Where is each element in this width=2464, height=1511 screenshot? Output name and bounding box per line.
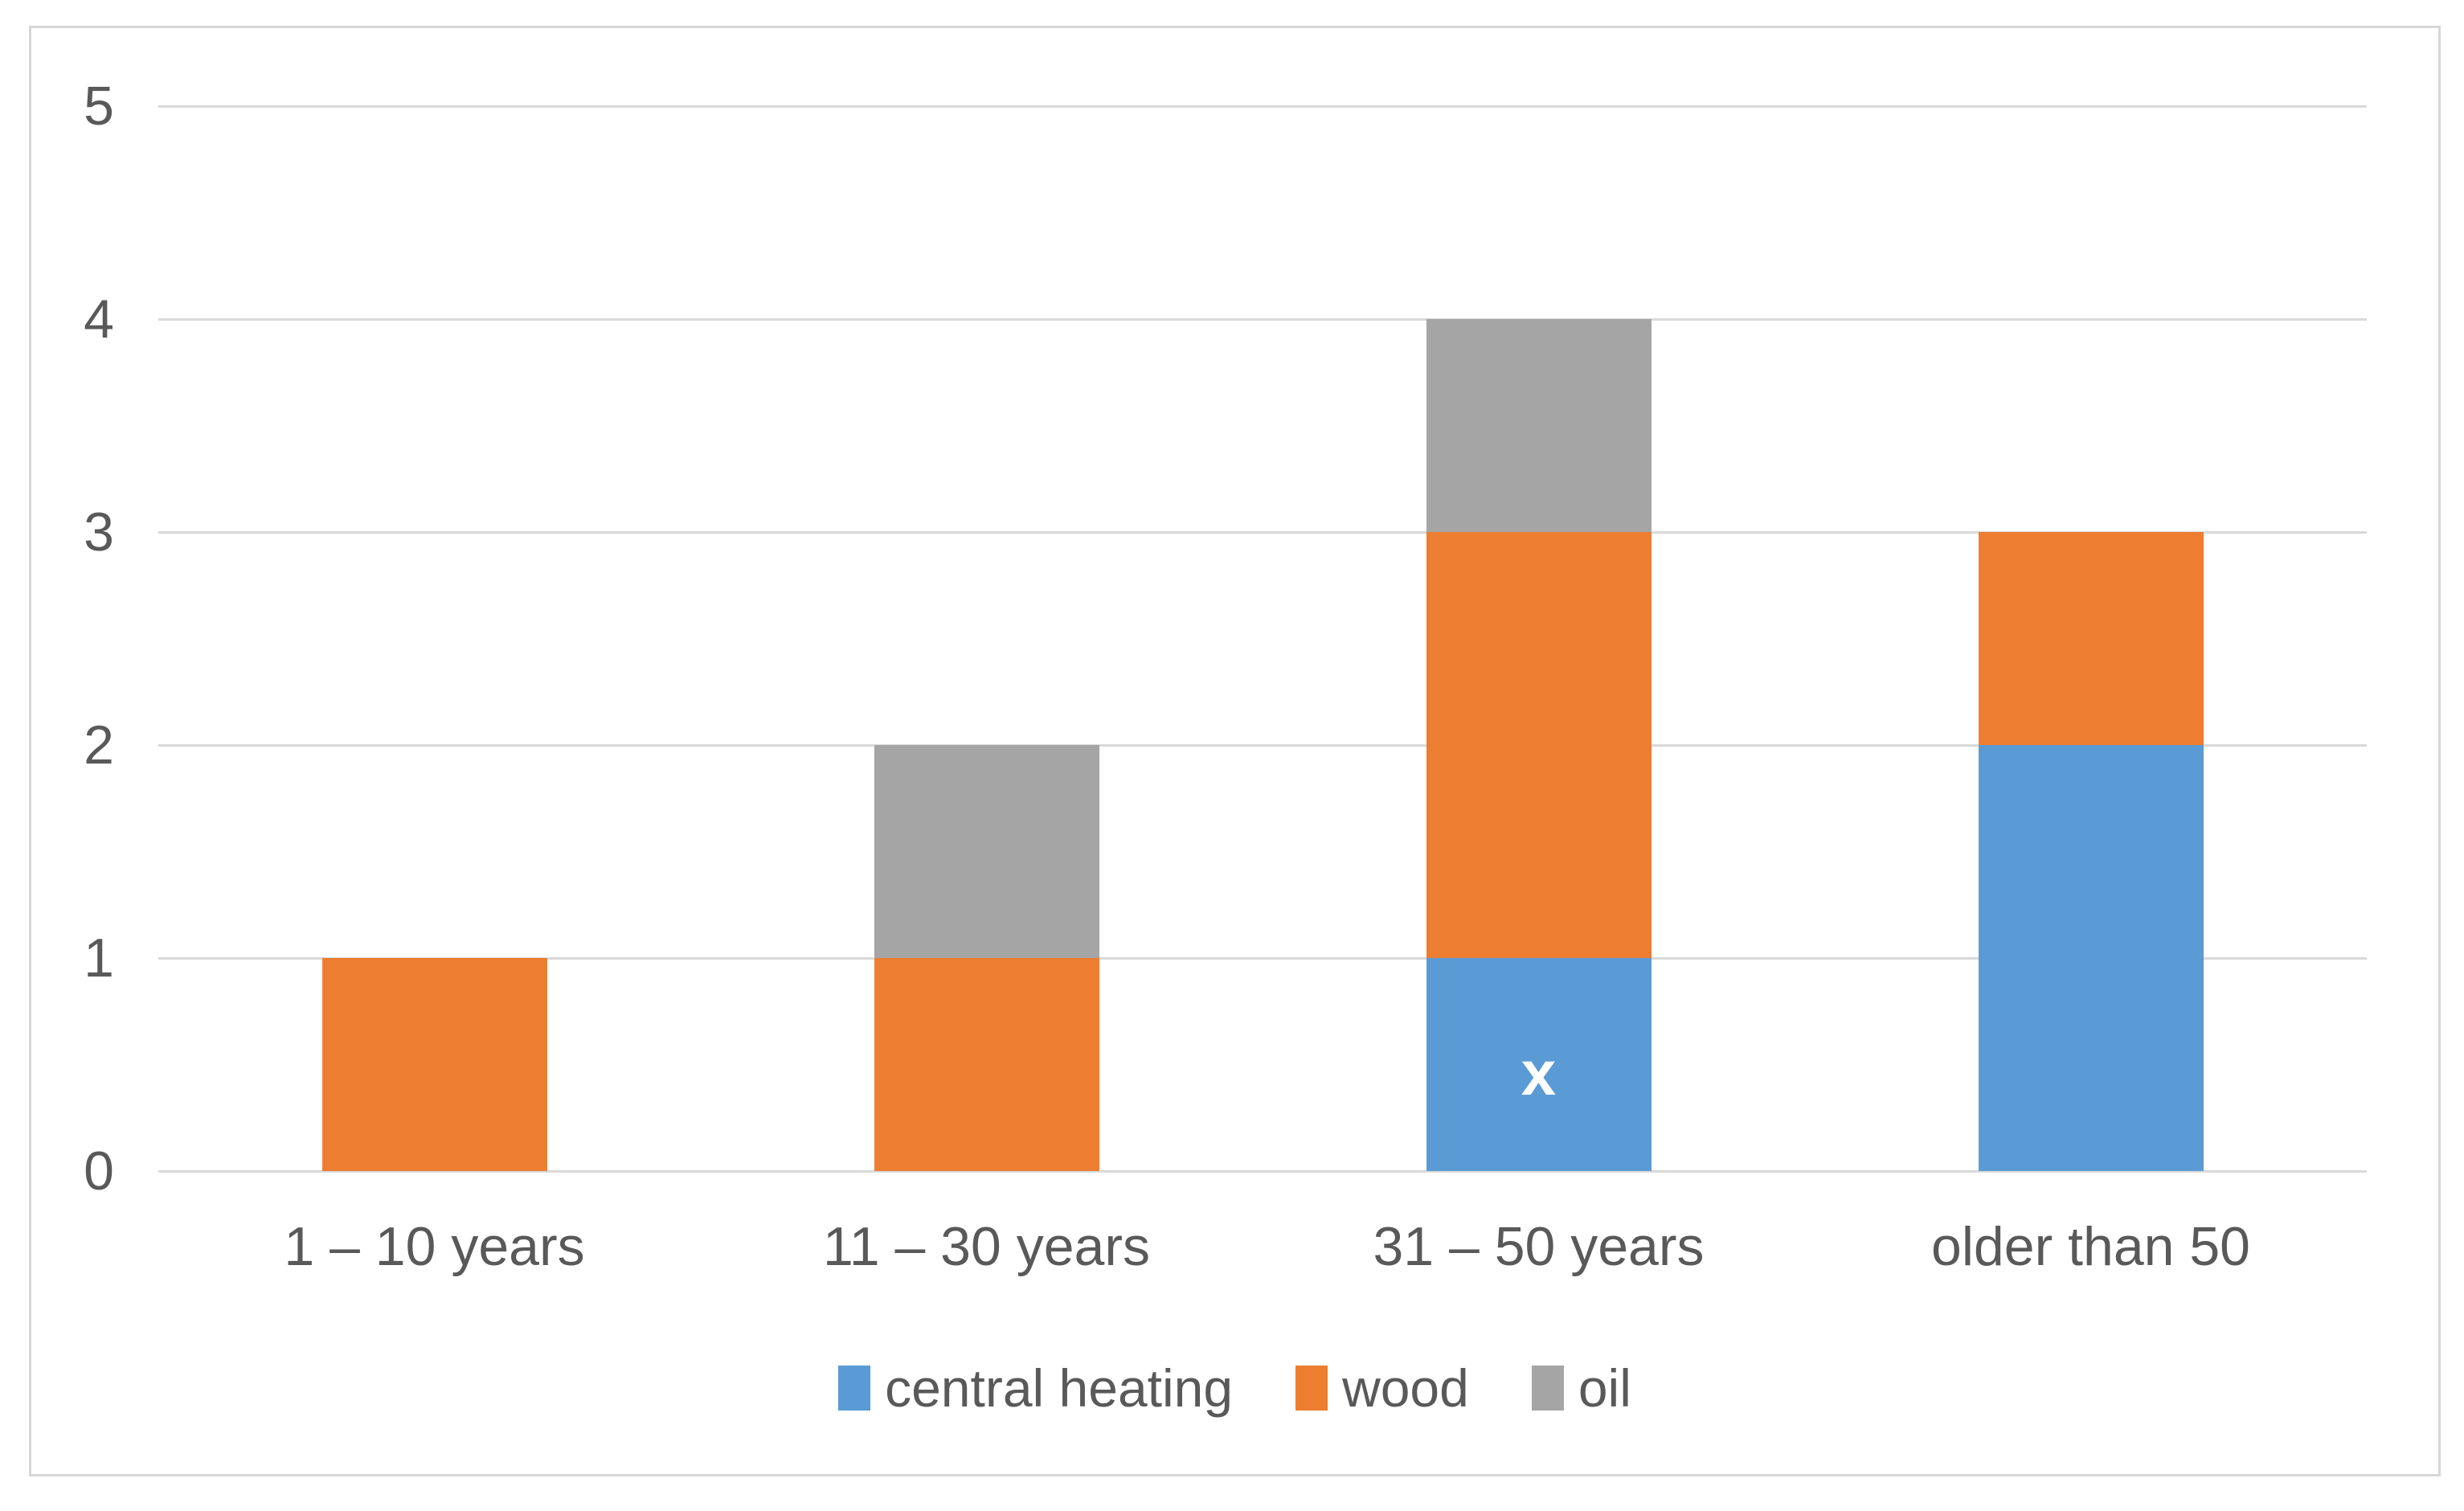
legend-item-oil: oil	[1531, 1358, 1631, 1418]
legend-label-central-heating: central heating	[885, 1358, 1234, 1418]
gridline-y0	[158, 1169, 2367, 1173]
y-tick-label-1: 1	[84, 927, 114, 989]
y-tick-label-4: 4	[84, 289, 114, 350]
bar-segment-wood-cat1	[874, 958, 1099, 1171]
gridline-y1	[158, 956, 2367, 960]
legend-marker-wood-icon	[1295, 1366, 1328, 1411]
bar-segment-wood-cat2	[1426, 532, 1652, 958]
y-tick-label-0: 0	[84, 1140, 114, 1202]
legend-label-wood: wood	[1342, 1358, 1469, 1418]
x-axis-label-cat1: 11 – 30 years	[822, 1216, 1151, 1277]
bar-annotation: x	[1521, 1037, 1557, 1108]
y-tick-label-2: 2	[84, 715, 114, 776]
bar-segment-oil-cat2	[1426, 319, 1652, 532]
legend-label-oil: oil	[1578, 1358, 1631, 1418]
legend-marker-oil-icon	[1531, 1366, 1564, 1411]
x-axis-label-cat0: 1 – 10 years	[284, 1216, 585, 1277]
bar-segment-wood-cat0	[321, 958, 547, 1171]
legend-item-wood: wood	[1295, 1362, 1469, 1415]
bar-segment-central-heating-cat3	[1978, 745, 2204, 1171]
legend-marker-central-heating-icon	[838, 1366, 871, 1411]
x-axis-label-cat3: older than 50	[1931, 1216, 2250, 1277]
gridline-y4	[158, 317, 2367, 321]
bar-segment-oil-cat1	[874, 745, 1099, 958]
chart-legend: central heating wood oil	[29, 1352, 2441, 1424]
gridline-y5	[158, 104, 2367, 108]
legend-item-central-heating: central heating	[838, 1362, 1233, 1415]
x-axis-label-cat2: 31 – 50 years	[1373, 1216, 1705, 1277]
gridline-y2	[158, 743, 2367, 747]
bar-segment-central-heating-cat2	[1426, 958, 1652, 1171]
y-tick-label-3: 3	[84, 502, 114, 563]
gridline-y3	[158, 530, 2367, 534]
y-tick-label-5: 5	[84, 76, 114, 137]
bar-segment-wood-cat3	[1978, 532, 2204, 745]
